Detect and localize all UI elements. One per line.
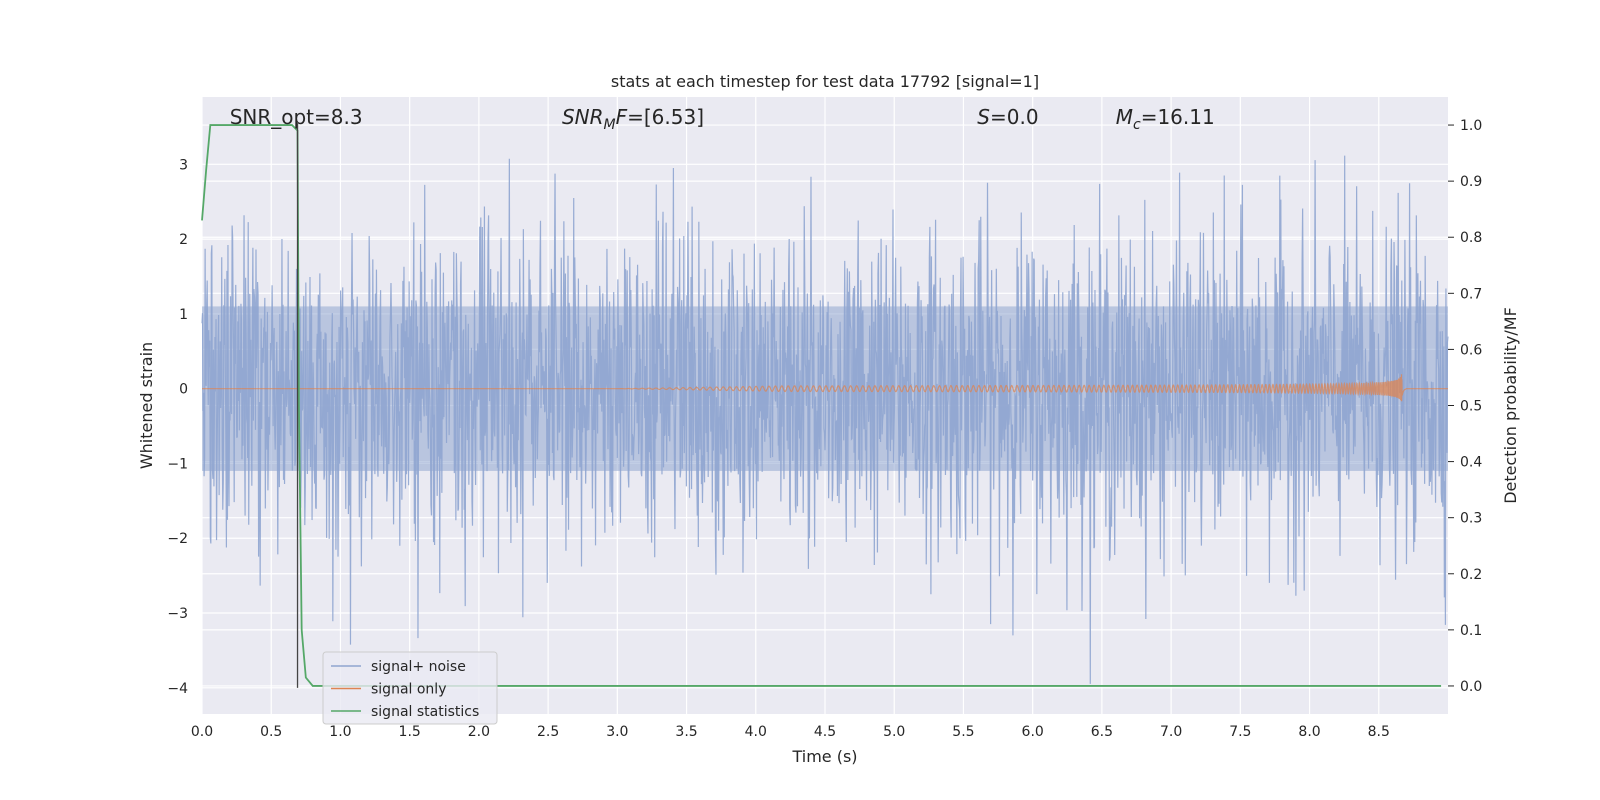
y-tick-label: 1 <box>179 307 188 323</box>
annotation-s: S=0.0 <box>977 105 1038 129</box>
y-right-tick-label: 0.4 <box>1460 455 1482 471</box>
y-right-tick-label: 0.0 <box>1460 679 1482 695</box>
x-tick-label: 6.5 <box>1091 724 1113 740</box>
annotation-snr-mf: SNRMF=[6.53] <box>562 105 704 133</box>
x-tick-label: 1.0 <box>329 724 351 740</box>
x-tick-label: 0.0 <box>191 724 213 740</box>
annotation-snr-opt: SNR_opt=8.3 <box>230 105 363 129</box>
x-tick-label: 2.0 <box>468 724 490 740</box>
y-right-tick-label: 0.5 <box>1460 399 1482 415</box>
x-tick-label: 5.0 <box>883 724 905 740</box>
stats-series <box>201 124 1442 687</box>
x-axis-ticks: 0.0 0.5 1.0 1.5 2.0 2.5 3.0 3.5 4.0 4.5 5.0 5.5 6.0 6… <box>191 724 1390 740</box>
stats-line <box>201 124 1442 687</box>
y-axis-right-label: Detection probability/MF <box>1501 307 1520 504</box>
y-tick-label: −3 <box>167 606 188 622</box>
x-tick-label: 6.0 <box>1022 724 1044 740</box>
y-right-tick-label: 0.9 <box>1460 174 1482 190</box>
x-tick-label: 1.5 <box>399 724 421 740</box>
y-tick-label: −4 <box>167 681 188 697</box>
y-tick-label: 3 <box>179 157 188 173</box>
x-tick-label: 0.5 <box>260 724 282 740</box>
y-axis-ticks: −4 −3 −2 −1 0 1 2 3 <box>167 157 188 697</box>
y-axis-right-ticks: 0.0 0.1 0.2 0.3 0.4 0.5 0.6 0.7 0.8 0.9 1.0 <box>1448 118 1482 695</box>
annotation-mc: Mc=16.11 <box>1116 105 1215 133</box>
y-right-tick-label: 1.0 <box>1460 118 1482 134</box>
signal-series <box>202 374 1448 402</box>
signal-line <box>202 374 1448 402</box>
y-tick-label: −2 <box>167 531 188 547</box>
legend-label-stats: signal statistics <box>371 704 479 720</box>
y-tick-label: 2 <box>179 232 188 248</box>
annotations: SNR_opt=8.3 SNRMF=[6.53] S=0.0 Mc=16.11 <box>230 105 1215 133</box>
x-tick-label: 7.5 <box>1229 724 1251 740</box>
x-tick-label: 3.5 <box>675 724 697 740</box>
legend-box <box>322 651 498 725</box>
y-right-tick-label: 0.2 <box>1460 567 1482 583</box>
x-tick-label: 4.0 <box>745 724 767 740</box>
y-tick-label: −1 <box>167 456 188 472</box>
y-tick-label: 0 <box>179 382 188 398</box>
legend: signal+ noise signal only signal statist… <box>322 651 498 725</box>
x-tick-label: 7.0 <box>1160 724 1182 740</box>
y-axis-label: Whitened strain <box>137 342 156 469</box>
legend-label-noise: signal+ noise <box>371 659 466 675</box>
y-right-tick-label: 0.8 <box>1460 230 1482 246</box>
y-right-tick-label: 0.7 <box>1460 286 1482 302</box>
y-right-tick-label: 0.3 <box>1460 511 1482 527</box>
legend-label-signal: signal only <box>371 682 446 698</box>
x-tick-label: 8.0 <box>1298 724 1320 740</box>
y-right-tick-label: 0.1 <box>1460 623 1482 639</box>
x-tick-label: 8.5 <box>1368 724 1390 740</box>
x-tick-label: 3.0 <box>606 724 628 740</box>
chart-title: stats at each timestep for test data 177… <box>611 72 1039 91</box>
x-tick-label: 2.5 <box>537 724 559 740</box>
y-right-tick-label: 0.6 <box>1460 342 1482 358</box>
x-tick-label: 4.5 <box>814 724 836 740</box>
x-axis-label: Time (s) <box>791 747 857 766</box>
x-tick-label: 5.5 <box>952 724 974 740</box>
